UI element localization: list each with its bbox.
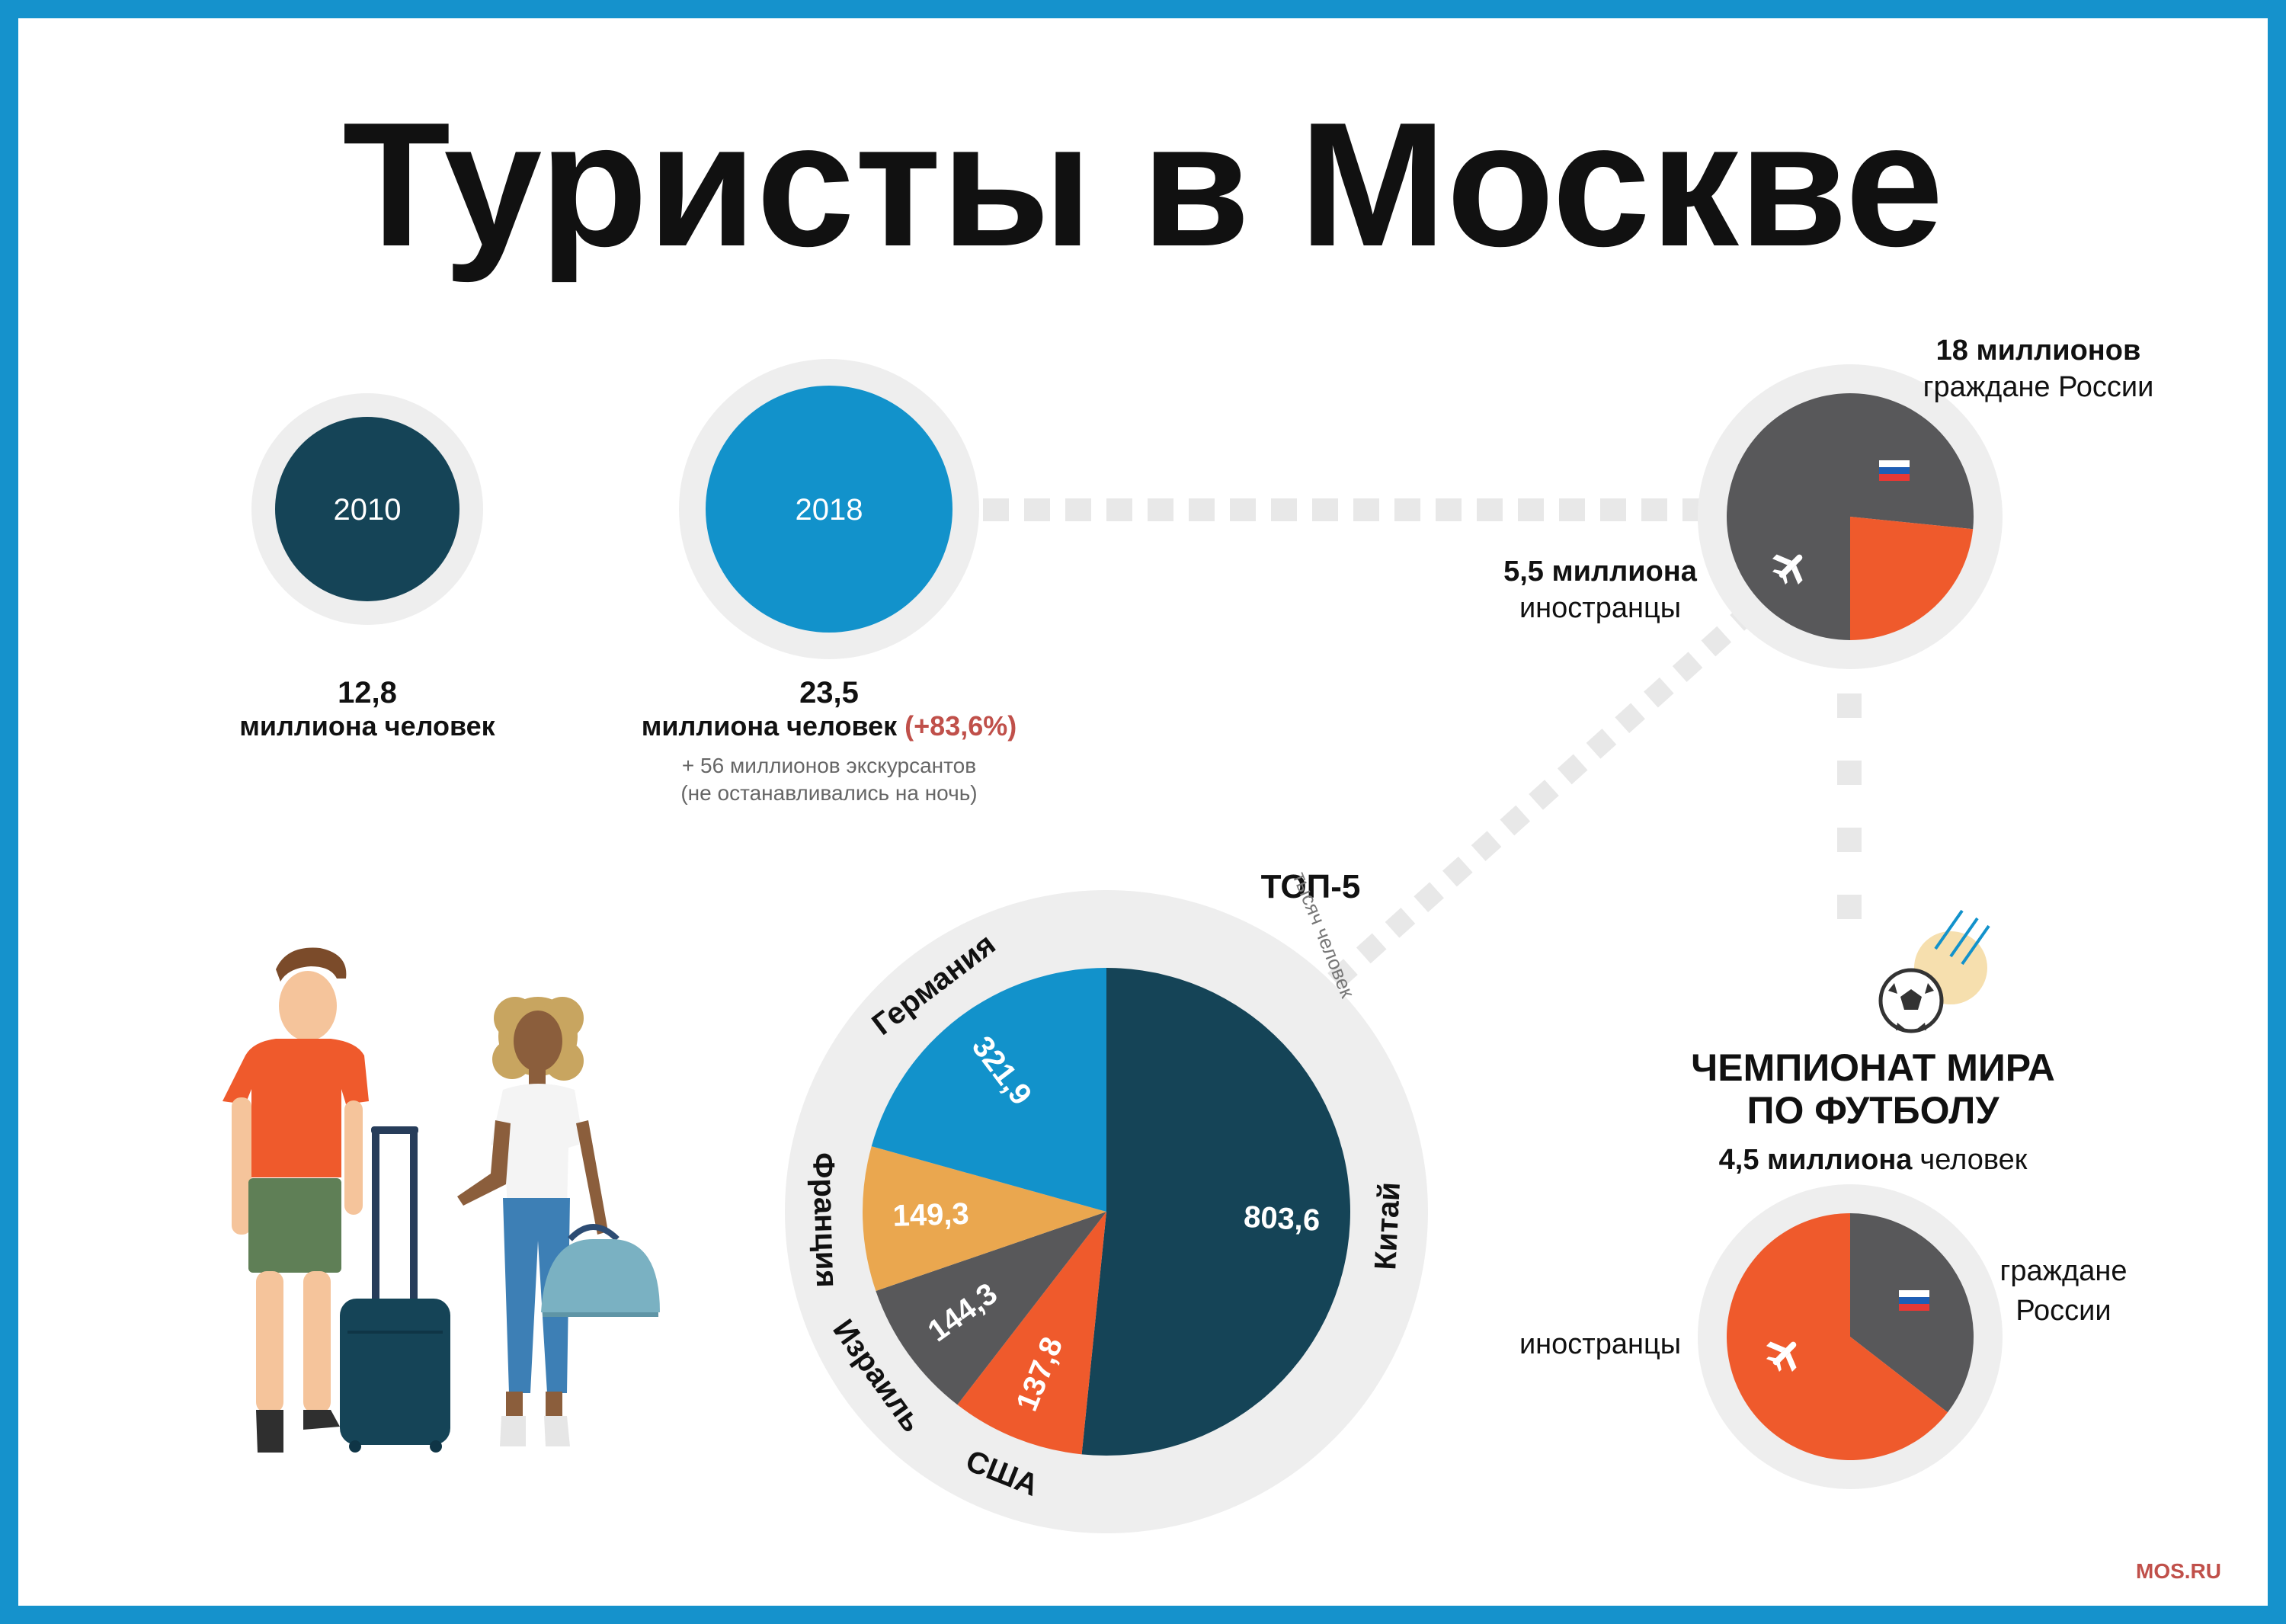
worldcup-foreigners-label: иностранцы (1519, 1328, 1681, 1360)
top5-category-3: Франция (806, 1152, 844, 1289)
wc-slice-russians (1850, 1213, 1974, 1413)
year-2018-circle (706, 386, 952, 633)
man-figure (223, 947, 369, 1453)
dash-d (1586, 729, 1617, 759)
russia-flag-icon-wc (1899, 1290, 1929, 1311)
excursion-note-1: + 56 миллионов экскурсантов (682, 754, 976, 777)
year-2018-unit-line: миллиона человек (+83,6%) (642, 710, 1017, 742)
airplane-icon (1772, 554, 1803, 585)
dash-d (1327, 959, 1358, 989)
top5-value-3: 149,3 (892, 1197, 969, 1233)
dash-d (1615, 703, 1645, 734)
year-2018-unit: миллиона человек (642, 710, 898, 742)
dash-h (1148, 498, 1173, 521)
woman-figure (457, 997, 608, 1446)
dash-d (1672, 652, 1703, 682)
worldcup-total-line: 4,5 миллиона человек (1719, 1144, 2028, 1176)
dash-v (1837, 895, 1862, 919)
tourists-illustration (223, 947, 660, 1453)
dash-h (1230, 498, 1256, 521)
top5-title: ТОП-5 (1261, 868, 1361, 905)
dash-v (1837, 761, 1862, 785)
top5-slice-1 (957, 1212, 1106, 1455)
dash-h (1394, 498, 1420, 521)
top5-slice-0 (1081, 968, 1351, 1456)
worldcup-russians-label-1: граждане (2000, 1255, 2128, 1287)
dash-h (1518, 498, 1544, 521)
split-slice-foreigners (1850, 517, 1974, 640)
year-2018-label: 2018 (796, 493, 863, 527)
wc-slice-foreigners (1727, 1213, 1948, 1460)
russians-label: граждане России (1923, 371, 2154, 403)
foreigners-value: 5,5 миллиона (1503, 556, 1698, 588)
dash-h (1641, 498, 1667, 521)
top5-slice-3 (862, 1146, 1106, 1291)
top5-category-0: Китай (1369, 1181, 1407, 1271)
dash-h (1353, 498, 1379, 521)
year-2018-value: 23,5 (799, 676, 859, 709)
foreigners-label: иностранцы (1519, 592, 1681, 624)
dash-d (1414, 882, 1444, 913)
dash-d (1529, 780, 1559, 810)
dash-d (1644, 677, 1674, 708)
excursion-note-2: (не останавливались на ночь) (680, 781, 977, 805)
dash-h (1312, 498, 1338, 521)
dash-d (1557, 754, 1588, 785)
russia-flag-icon (1879, 460, 1910, 481)
dash-h (1559, 498, 1585, 521)
dash-v (1837, 828, 1862, 852)
connectors (983, 498, 1862, 989)
dash-d (1701, 626, 1732, 657)
dash-h (1024, 498, 1050, 521)
dash-h (1189, 498, 1215, 521)
worldcup-title-1: ЧЕМПИОНАТ МИРА (1691, 1046, 2055, 1089)
suitcase-icon (340, 1126, 450, 1453)
year-2010-label: 2010 (334, 493, 402, 527)
year-2018-change: (+83,6%) (904, 710, 1017, 742)
dash-d (1385, 908, 1416, 938)
dash-h (1477, 498, 1503, 521)
worldcup-total-unit: человек (1919, 1144, 2027, 1176)
top5-slice-2 (876, 1212, 1106, 1405)
top5-value-0: 803,6 (1243, 1200, 1321, 1238)
page-title: Туристы в Москве (342, 86, 1943, 283)
dash-h (1600, 498, 1626, 521)
year-2010-unit: миллиона человек (239, 710, 495, 742)
dash-h (1436, 498, 1462, 521)
dash-d (1500, 805, 1531, 836)
dash-h (1065, 498, 1091, 521)
split-pie (1727, 393, 1974, 640)
duffel-bag-icon (541, 1224, 660, 1317)
dash-h (983, 498, 1009, 521)
russians-value: 18 миллионов (1936, 335, 2141, 367)
dash-h (1106, 498, 1132, 521)
worldcup-pie (1727, 1213, 1974, 1460)
top5-slice-4 (871, 968, 1106, 1212)
worldcup-title-2: ПО ФУТБОЛУ (1747, 1089, 2000, 1132)
dash-d (1356, 933, 1387, 964)
dash-v (1837, 693, 1862, 718)
airplane-icon-wc (1766, 1341, 1797, 1373)
top5-pie (862, 968, 1351, 1456)
worldcup-total-value: 4,5 миллиона (1719, 1144, 1913, 1176)
soccer-ball-icon (1878, 909, 1990, 1033)
brand-logo: MOS.RU (2136, 1559, 2221, 1583)
worldcup-russians-label-2: России (2015, 1295, 2111, 1327)
dash-d (1442, 856, 1473, 887)
year-2010-circle (275, 417, 459, 601)
year-2010-value: 12,8 (338, 676, 397, 709)
dash-h (1271, 498, 1297, 521)
dash-d (1471, 831, 1502, 861)
